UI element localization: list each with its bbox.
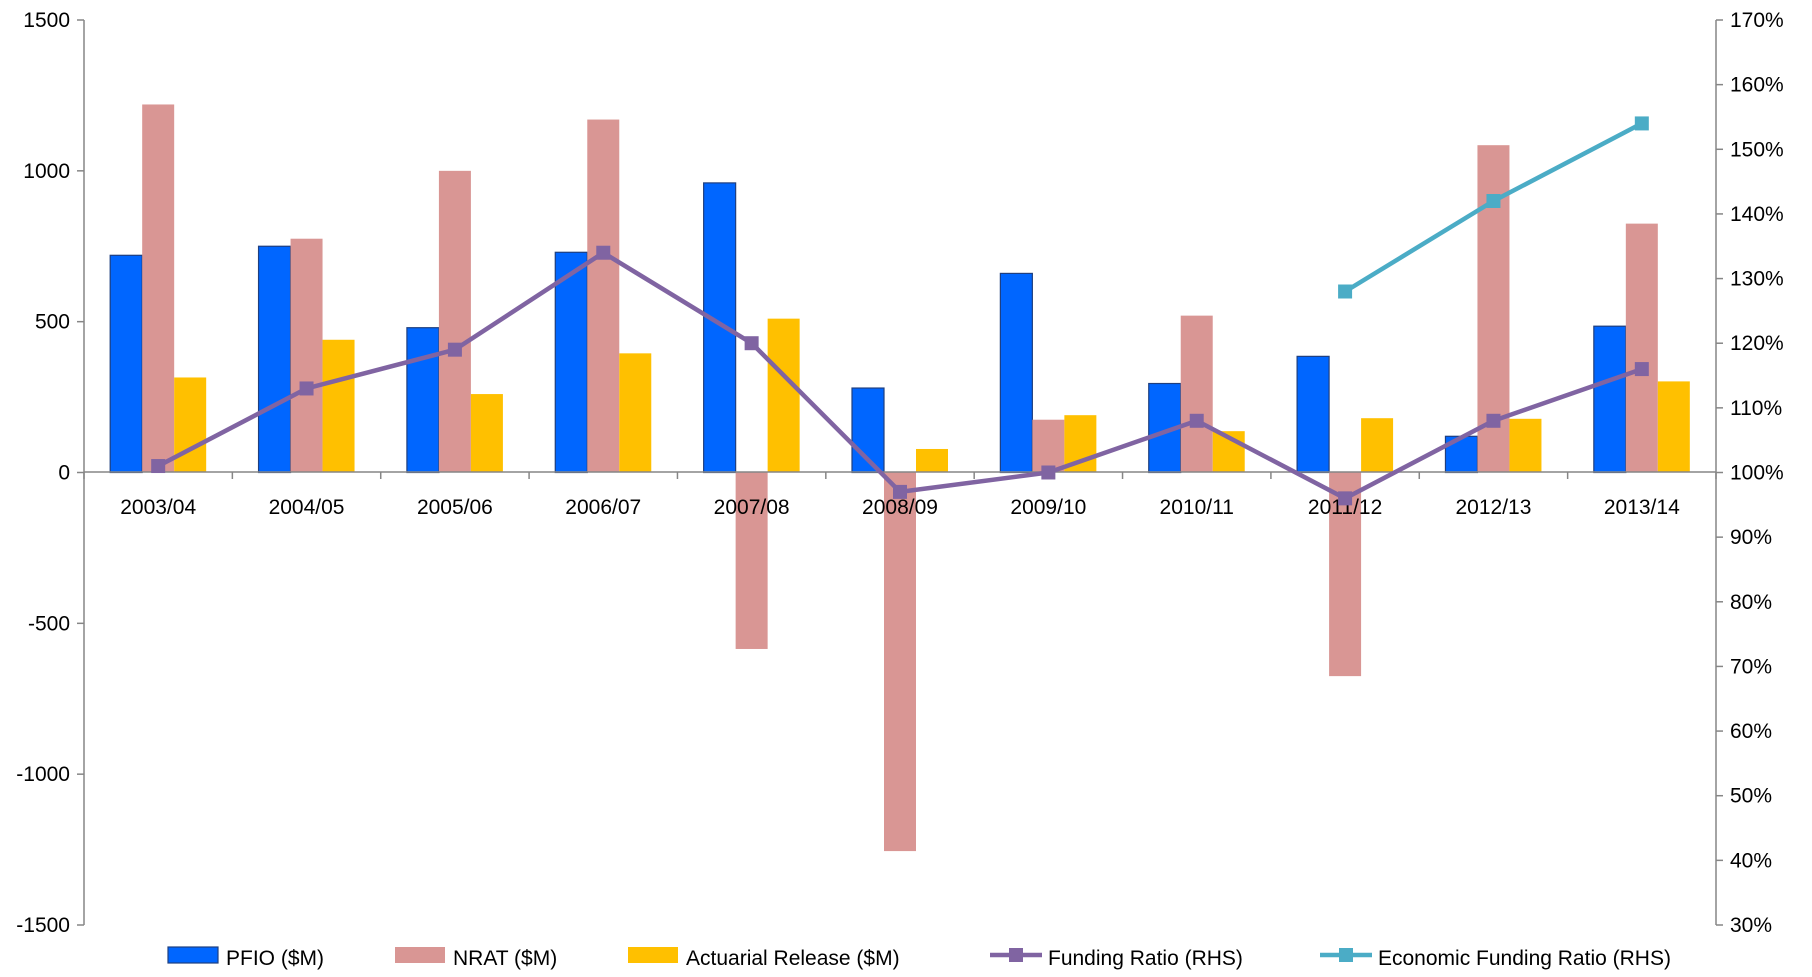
bar-actuarial-release <box>619 353 652 473</box>
bar-actuarial-release <box>470 394 503 473</box>
x-tick-label: 2012/13 <box>1455 496 1531 519</box>
right-tick-label: 120% <box>1730 332 1784 355</box>
bar-actuarial-release <box>1657 381 1690 473</box>
right-tick-label: 70% <box>1730 655 1772 678</box>
bar-pfio <box>406 327 440 474</box>
legend-marker <box>1339 948 1353 962</box>
bar-pfio <box>257 245 292 474</box>
bar-nrat <box>587 119 620 473</box>
right-tick-label: 100% <box>1730 462 1784 485</box>
right-tick-label: 110% <box>1730 397 1782 420</box>
bar-nrat <box>1329 472 1362 677</box>
marker-funding-ratio <box>744 336 759 351</box>
bar-pfio <box>703 182 737 474</box>
bar-pfio <box>1593 325 1627 474</box>
marker-economic-funding-ratio <box>1486 194 1501 208</box>
right-tick-label: 60% <box>1730 720 1772 743</box>
right-tick-label: 90% <box>1730 526 1772 549</box>
bar-actuarial-release <box>1509 418 1542 473</box>
x-axis: 2003/04 2004/05 2005/06 2006/07 2007/08 2008/… <box>83 471 1717 519</box>
bar-pfio <box>999 272 1033 474</box>
right-tick-label: 150% <box>1730 138 1784 161</box>
legend-item: PFIO ($M) <box>167 946 324 970</box>
legend-label: NRAT ($M) <box>453 947 557 970</box>
legend-swatch <box>395 947 445 963</box>
legend: PFIO ($M) NRAT ($M) Actuarial Release ($M)… <box>167 946 1671 970</box>
bar-pfio <box>109 254 143 474</box>
legend-marker <box>1009 948 1023 962</box>
bar-nrat <box>290 238 323 473</box>
marker-funding-ratio <box>1338 491 1353 506</box>
x-tick-label: 2007/08 <box>714 496 790 519</box>
marker-funding-ratio <box>1041 465 1056 480</box>
bar-actuarial-release <box>174 377 207 473</box>
right-tick-label: 140% <box>1730 203 1784 226</box>
legend-swatch <box>628 947 678 963</box>
marker-funding-ratio <box>596 245 611 260</box>
bar-series-group <box>109 104 1690 852</box>
bar-actuarial-release <box>322 339 355 473</box>
left-y-axis: 1500 1000 500 0 -500 -1000 -1500 <box>16 9 85 937</box>
bar-nrat <box>884 472 916 852</box>
marker-funding-ratio <box>1634 362 1649 377</box>
marker-funding-ratio <box>1486 413 1501 428</box>
bar-nrat <box>1032 419 1065 473</box>
marker-economic-funding-ratio <box>1634 116 1649 131</box>
x-tick-label: 2008/09 <box>862 496 938 519</box>
bar-pfio <box>1296 355 1330 474</box>
x-tick-label: 2004/05 <box>269 496 345 519</box>
bar-pfio <box>554 251 588 474</box>
bar-nrat <box>438 170 471 473</box>
legend-item: Economic Funding Ratio (RHS) <box>1320 947 1671 970</box>
legend-item: Funding Ratio (RHS) <box>990 947 1243 970</box>
right-tick-label: 40% <box>1730 849 1772 872</box>
marker-funding-ratio <box>893 484 907 499</box>
marker-funding-ratio <box>299 381 314 396</box>
legend-item: Actuarial Release ($M) <box>628 947 900 970</box>
left-tick-label: -1000 <box>16 763 70 786</box>
x-tick-label: 2006/07 <box>565 496 641 519</box>
left-tick-label: -500 <box>28 612 70 635</box>
x-tick-label: 2010/11 <box>1160 496 1234 519</box>
right-tick-label: 170% <box>1730 9 1784 32</box>
legend-label: Economic Funding Ratio (RHS) <box>1378 947 1671 970</box>
legend-item: NRAT ($M) <box>395 947 557 970</box>
line-funding-ratio <box>157 250 1643 501</box>
bar-nrat <box>142 104 175 473</box>
bar-actuarial-release <box>767 318 800 473</box>
left-tick-label: -1500 <box>16 914 70 937</box>
left-tick-label: 500 <box>35 311 70 334</box>
left-tick-label: 1500 <box>23 9 70 32</box>
x-tick-label: 2011/12 <box>1308 496 1382 519</box>
right-tick-label: 50% <box>1730 785 1772 808</box>
x-tick-label: 2003/04 <box>120 496 196 519</box>
right-tick-label: 30% <box>1730 914 1772 937</box>
bar-nrat <box>1180 315 1213 473</box>
bar-actuarial-release <box>1361 418 1394 473</box>
marker-economic-funding-ratio <box>1338 284 1353 299</box>
marker-funding-ratio <box>1189 413 1204 428</box>
line-series-group <box>151 116 1649 506</box>
legend-label: PFIO ($M) <box>226 947 324 970</box>
right-tick-label: 130% <box>1730 268 1784 291</box>
x-tick-label: 2005/06 <box>417 496 493 519</box>
left-tick-label: 1000 <box>23 160 70 183</box>
bar-actuarial-release <box>916 448 948 473</box>
left-tick-label: 0 <box>58 462 70 485</box>
bar-nrat <box>1625 223 1658 473</box>
x-tick-label: 2009/10 <box>1010 496 1086 519</box>
x-tick-label: 2013/14 <box>1604 496 1680 519</box>
right-tick-label: 80% <box>1730 591 1772 614</box>
bar-nrat <box>735 472 768 649</box>
legend-label: Actuarial Release ($M) <box>686 947 900 970</box>
right-y-axis: 170% 160% 150% 140% 130% 120% 110% 100% 90% 80% 70… <box>1715 9 1784 937</box>
marker-funding-ratio <box>447 342 462 357</box>
legend-swatch <box>167 946 219 964</box>
legend-label: Funding Ratio (RHS) <box>1048 947 1243 970</box>
marker-funding-ratio <box>151 459 166 474</box>
right-tick-label: 160% <box>1730 74 1784 97</box>
